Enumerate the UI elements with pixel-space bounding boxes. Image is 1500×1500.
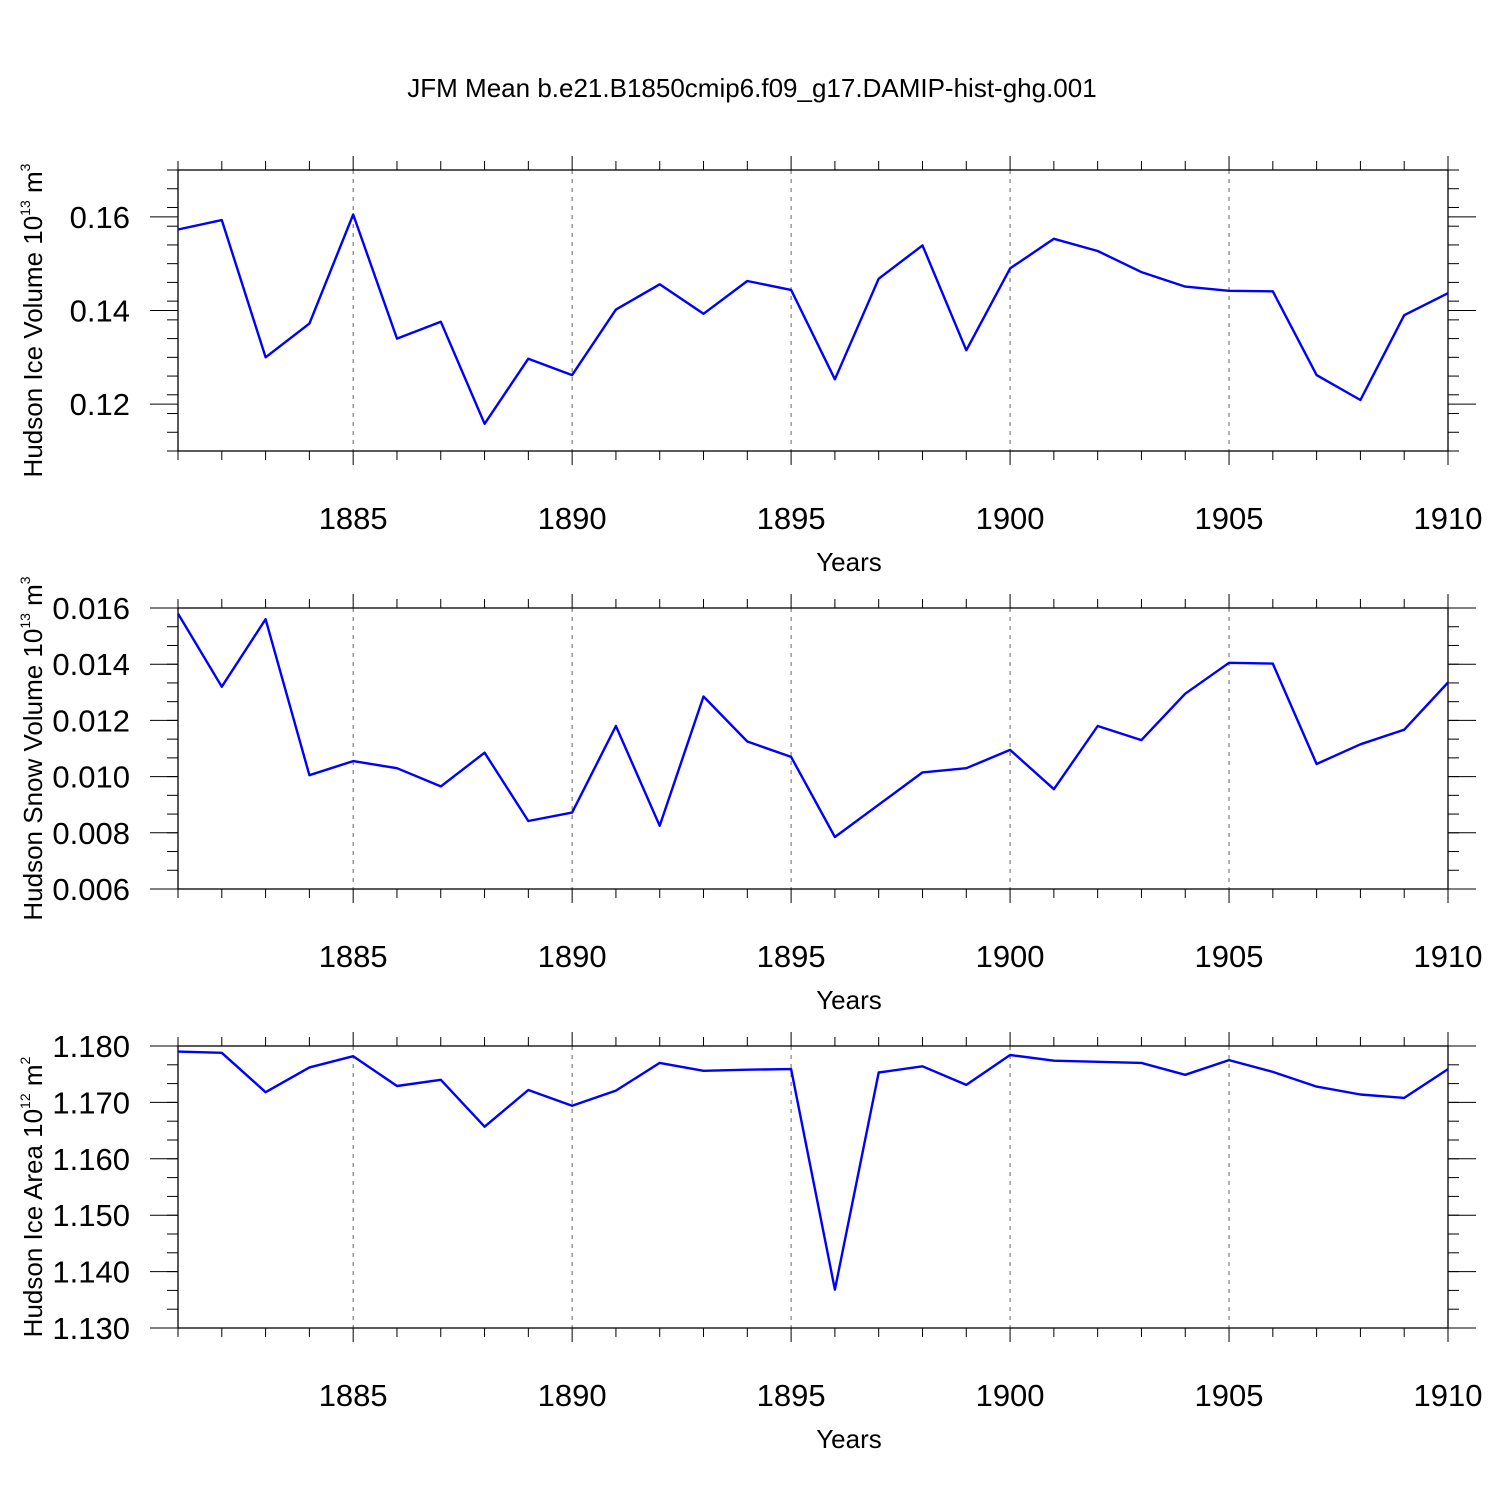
y-tick-label: 0.012 bbox=[52, 703, 130, 738]
y-tick-label: 1.130 bbox=[52, 1311, 130, 1346]
x-tick-label: 1905 bbox=[1195, 1378, 1264, 1413]
plot-frame bbox=[177, 169, 1449, 452]
x-tick-label: 1895 bbox=[757, 939, 826, 974]
y-tick-label: 0.006 bbox=[52, 872, 130, 907]
y-axis-label-unit: m bbox=[18, 171, 48, 200]
y-tick-label: 0.016 bbox=[52, 591, 130, 626]
y-axis-label-unit: m bbox=[18, 584, 48, 613]
x-tick-label: 1890 bbox=[538, 1378, 607, 1413]
y-tick-label: 1.180 bbox=[52, 1029, 130, 1064]
y-tick-label: 0.14 bbox=[70, 294, 130, 329]
x-tick-label: 1900 bbox=[976, 501, 1045, 536]
x-axis-label: Years bbox=[816, 547, 882, 577]
series-line bbox=[177, 213, 1449, 425]
x-tick-label: 1905 bbox=[1195, 939, 1264, 974]
y-axis-label-text: Hudson Ice Volume 10 bbox=[18, 216, 48, 478]
panel-3: 1885 1890 1895 1900 1905 1910 Years 1.130 1.140 1… bbox=[17, 1029, 1482, 1454]
y-axis-label-exponent: 12 bbox=[17, 1093, 33, 1109]
y-axis-label-exponent: 13 bbox=[17, 613, 33, 629]
y-tick-label: 0.010 bbox=[52, 760, 130, 795]
x-tick-label: 1895 bbox=[757, 501, 826, 536]
x-tick-label: 1910 bbox=[1414, 501, 1483, 536]
x-tick-label: 1890 bbox=[538, 501, 607, 536]
y-tick-label: 0.008 bbox=[52, 816, 130, 851]
y-axis-label-unit-exponent: 2 bbox=[17, 1056, 33, 1064]
plot-frame bbox=[177, 1045, 1449, 1329]
x-tick-label: 1885 bbox=[319, 939, 388, 974]
y-tick-label: 1.150 bbox=[52, 1198, 130, 1233]
y-axis-label: Hudson Snow Volume 1013 m3 bbox=[17, 576, 48, 920]
y-tick-label: 1.160 bbox=[52, 1142, 130, 1177]
y-tick-label: 1.140 bbox=[52, 1255, 130, 1290]
x-tick-label: 1885 bbox=[319, 1378, 388, 1413]
x-tick-label: 1885 bbox=[319, 501, 388, 536]
plot-frame bbox=[177, 607, 1449, 890]
y-axis-label-exponent: 13 bbox=[17, 200, 33, 216]
y-axis-label: Hudson Ice Area 1012 m2 bbox=[17, 1056, 48, 1337]
x-tick-label: 1910 bbox=[1414, 1378, 1483, 1413]
x-tick-label: 1895 bbox=[757, 1378, 826, 1413]
panel-2: 1885 1890 1895 1900 1905 1910 Years 0.006 0.008 0… bbox=[17, 576, 1482, 1015]
y-tick-label: 0.12 bbox=[70, 387, 130, 422]
y-axis-label-unit-exponent: 3 bbox=[17, 576, 33, 584]
chart-title: JFM Mean b.e21.B1850cmip6.f09_g17.DAMIP-… bbox=[407, 73, 1096, 103]
series-line bbox=[176, 612, 1449, 839]
y-tick-label: 0.014 bbox=[52, 647, 130, 682]
y-axis-label-unit: m bbox=[18, 1064, 48, 1093]
y-axis-label: Hudson Ice Volume 1013 m3 bbox=[17, 163, 48, 477]
x-axis-label: Years bbox=[816, 1424, 882, 1454]
x-tick-label: 1900 bbox=[976, 939, 1045, 974]
y-axis-label-unit-exponent: 3 bbox=[17, 163, 33, 171]
x-tick-label: 1890 bbox=[538, 939, 607, 974]
x-tick-label: 1900 bbox=[976, 1378, 1045, 1413]
panel-1: 1885 1890 1895 1900 1905 1910 Years 0.12 0.14 0.1… bbox=[17, 156, 1482, 577]
y-tick-label: 1.170 bbox=[52, 1085, 130, 1120]
y-tick-label: 0.16 bbox=[70, 200, 130, 235]
x-tick-label: 1910 bbox=[1414, 939, 1483, 974]
series-line bbox=[177, 1050, 1449, 1291]
y-axis-label-text: Hudson Snow Volume 10 bbox=[18, 629, 48, 921]
y-axis-label-text: Hudson Ice Area 10 bbox=[18, 1109, 48, 1337]
x-axis-label: Years bbox=[816, 985, 882, 1015]
x-tick-label: 1905 bbox=[1195, 501, 1264, 536]
